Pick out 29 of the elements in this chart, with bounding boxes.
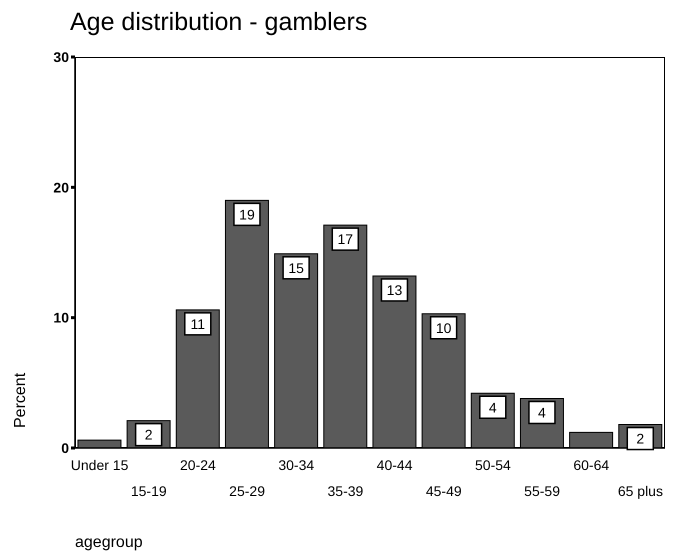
data-label: 15 (288, 260, 304, 276)
data-label: 11 (190, 316, 206, 332)
x-tick-label: 55-59 (524, 483, 560, 499)
x-tick-label: 35-39 (328, 483, 364, 499)
data-label: 13 (386, 282, 402, 298)
x-tick-label: 50-54 (475, 457, 512, 473)
x-tick-label: 25-29 (229, 483, 266, 499)
data-label: 17 (337, 231, 354, 248)
x-tick-label: 60-64 (573, 457, 610, 473)
y-axis-title: Percent (12, 372, 30, 428)
data-label: 4 (538, 404, 546, 420)
chart-title: Age distribution - gamblers (70, 8, 368, 37)
data-label: 4 (488, 399, 497, 416)
y-tick-label: 30 (53, 48, 70, 65)
y-tick-label: 10 (53, 310, 70, 326)
x-axis-title: agegroup (75, 534, 143, 552)
x-tick-label: Under 15 (70, 457, 129, 473)
y-tick-label: 20 (53, 179, 70, 196)
data-label: 2 (636, 430, 644, 447)
x-tick-label: 20-24 (180, 457, 216, 473)
data-label: 10 (436, 320, 452, 336)
data-label: 2 (144, 426, 153, 443)
x-tick-label: 65 plus (618, 483, 663, 499)
x-tick-label: 30-34 (278, 457, 314, 473)
x-tick-label: 40-44 (376, 457, 413, 473)
x-tick-label: 45-49 (426, 483, 462, 499)
data-label: 19 (239, 206, 255, 222)
x-tick-label: 15-19 (130, 483, 167, 499)
y-tick-label: 0 (61, 440, 70, 456)
